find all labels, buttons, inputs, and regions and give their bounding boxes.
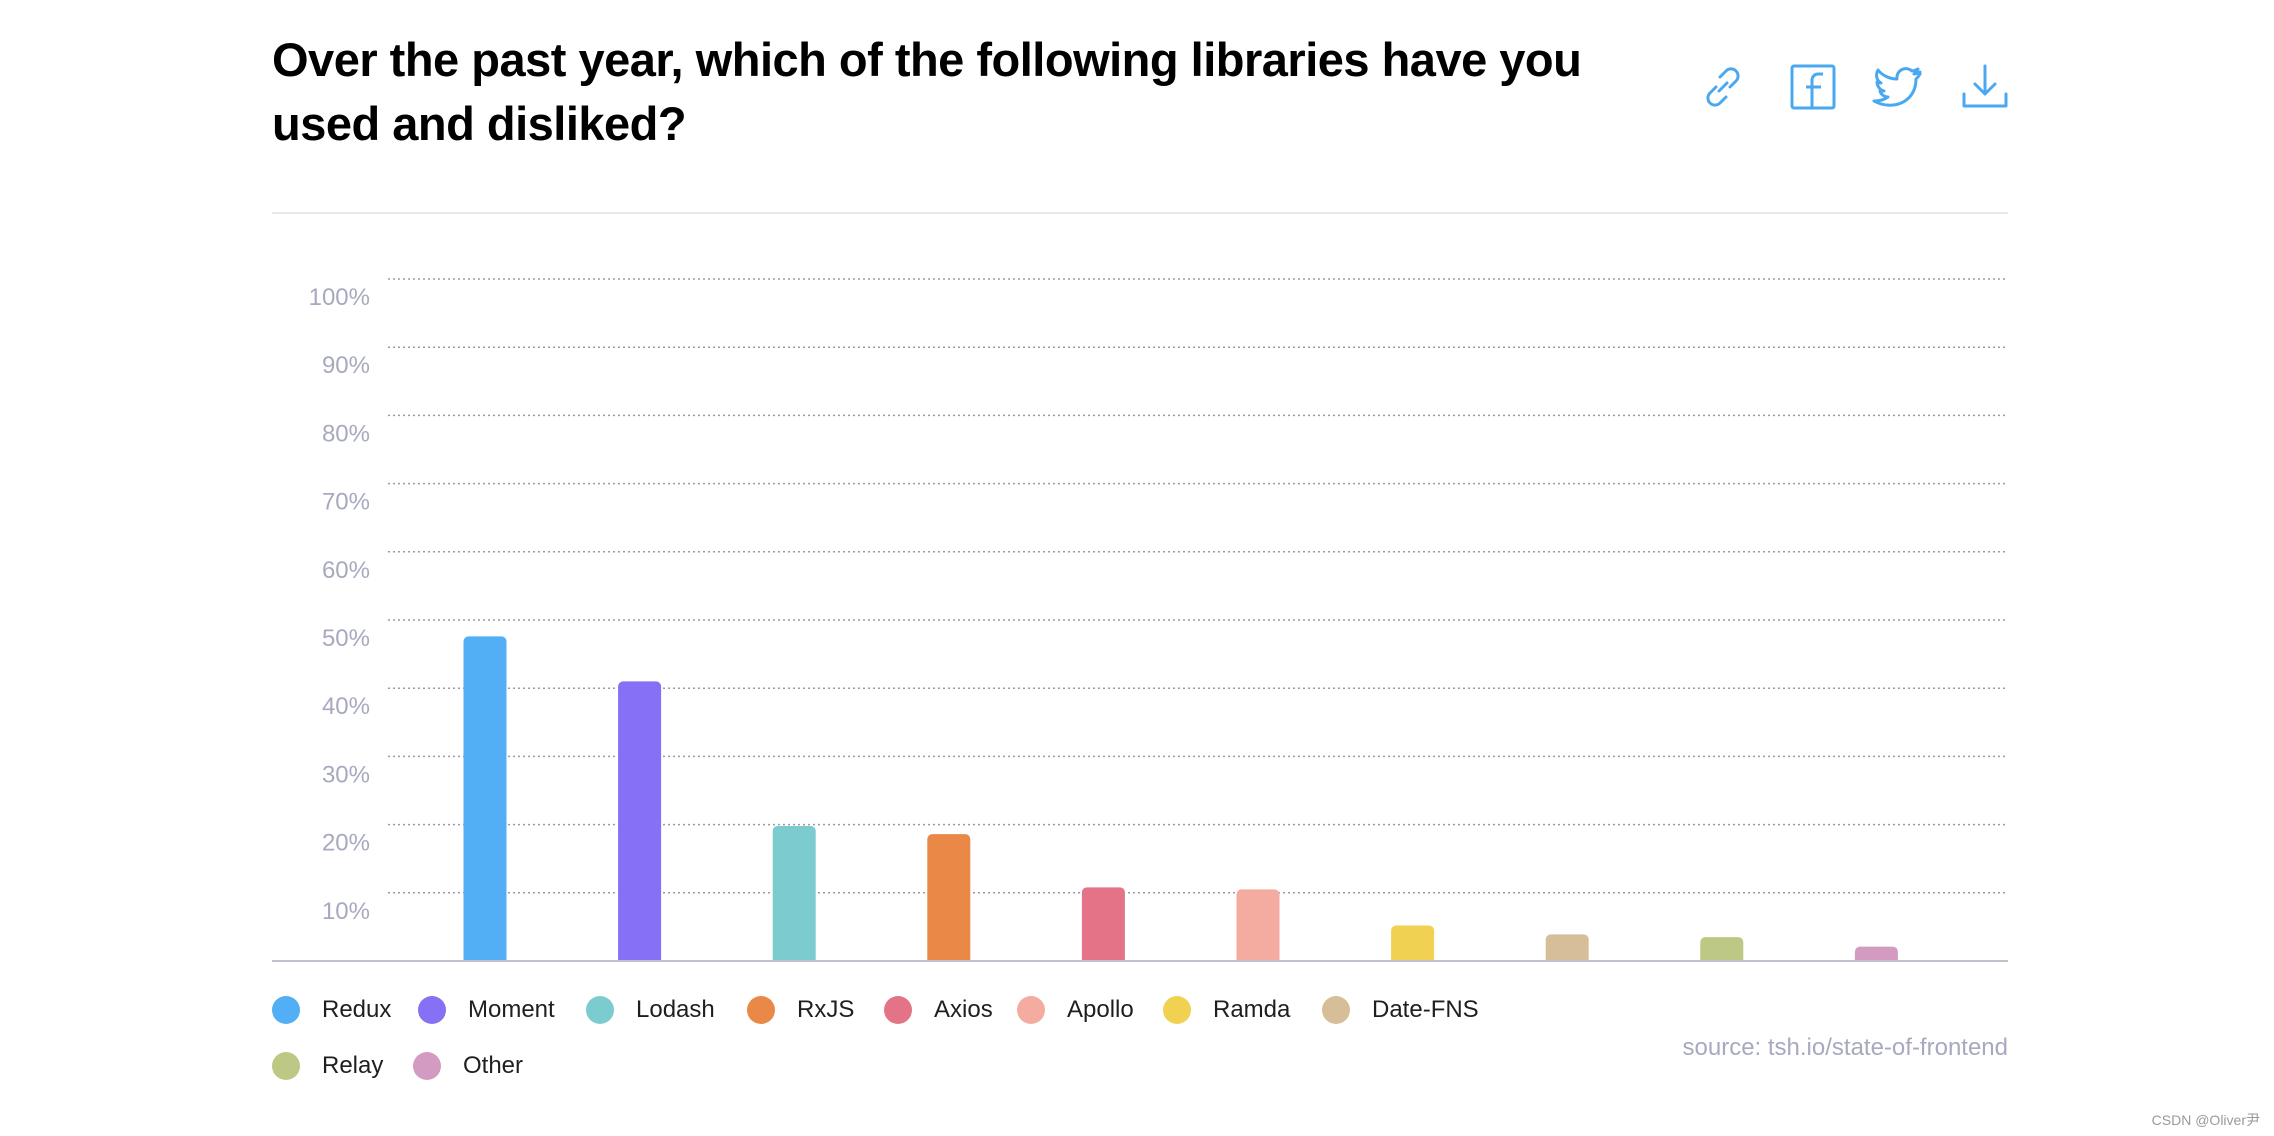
bar-chart: 10% 20% 30% 40% 50% 60% 70% 80% 90% 100% Redux: 47… <box>272 278 2012 991</box>
y-tick-label: 80% <box>322 420 370 447</box>
bar-apollo[interactable]: Apollo: 10.5% <box>1236 889 1280 966</box>
link-icon[interactable] <box>1696 60 1750 114</box>
bar-rxjs[interactable]: RxJS: 18.6% <box>927 834 971 966</box>
bar-moment[interactable]: Moment: 41% <box>618 681 662 966</box>
chart-legend: Redux Moment Lodash RxJS Axios Apollo Ramda Dat… <box>272 990 1572 1110</box>
legend-swatch <box>1322 996 1350 1024</box>
legend-label: Date-FNS <box>1372 996 1479 1023</box>
legend-item-apollo[interactable]: Apollo <box>1017 990 1134 1030</box>
y-tick-label: 30% <box>322 761 370 788</box>
axis-mask <box>272 961 2012 991</box>
legend-label: Apollo <box>1067 996 1134 1023</box>
twitter-icon[interactable] <box>1872 60 1926 114</box>
legend-swatch <box>418 996 446 1024</box>
legend-swatch <box>1017 996 1045 1024</box>
legend-label: Moment <box>468 996 555 1023</box>
y-tick-label: 100% <box>309 284 370 311</box>
y-tick-label: 40% <box>322 693 370 720</box>
watermark: CSDN @Oliver尹 <box>2151 1112 2260 1128</box>
legend-item-rxjs[interactable]: RxJS <box>747 990 854 1030</box>
legend-label: Lodash <box>636 996 715 1023</box>
y-tick-label: 10% <box>322 898 370 925</box>
legend-item-redux[interactable]: Redux <box>272 990 391 1030</box>
legend-swatch <box>272 1052 300 1080</box>
facebook-icon[interactable] <box>1786 60 1840 114</box>
legend-item-date-fns[interactable]: Date-FNS <box>1322 990 1479 1030</box>
legend-item-lodash[interactable]: Lodash <box>586 990 715 1030</box>
y-tick-label: 70% <box>322 489 370 516</box>
bar-lodash[interactable]: Lodash: 19.8% <box>772 825 816 966</box>
legend-swatch <box>1163 996 1191 1024</box>
bar-ramda[interactable]: Ramda: 5.2% <box>1391 925 1435 966</box>
download-icon[interactable] <box>1958 60 2012 114</box>
y-tick-label: 90% <box>322 352 370 379</box>
y-tick-label: 60% <box>322 557 370 584</box>
y-tick-label: 20% <box>322 830 370 857</box>
bar-relay[interactable]: Relay: 3.5% <box>1700 937 1744 966</box>
legend-item-moment[interactable]: Moment <box>418 990 555 1030</box>
legend-label: Relay <box>322 1052 384 1079</box>
legend-label: RxJS <box>797 996 855 1023</box>
legend-swatch <box>272 996 300 1024</box>
bar-date-fns[interactable]: Date-FNS: 3.9% <box>1545 934 1589 966</box>
bar-redux[interactable]: Redux: 47.6% <box>463 636 507 966</box>
legend-label: Other <box>463 1052 524 1079</box>
legend-swatch <box>884 996 912 1024</box>
source-link[interactable]: source: tsh.io/state-of-frontend <box>1682 1034 2009 1061</box>
legend-item-relay[interactable]: Relay <box>272 1046 383 1086</box>
bar-axios[interactable]: Axios: 10.8% <box>1081 887 1125 966</box>
legend-item-ramda[interactable]: Ramda <box>1163 990 1290 1030</box>
legend-swatch <box>586 996 614 1024</box>
legend-label: Axios <box>934 996 993 1023</box>
chart-title: Over the past year, which of the followi… <box>272 33 1582 150</box>
legend-label: Redux <box>322 996 392 1023</box>
y-tick-label: 50% <box>322 625 370 652</box>
legend-item-axios[interactable]: Axios <box>884 990 993 1030</box>
legend-label: Ramda <box>1213 996 1291 1023</box>
legend-item-other[interactable]: Other <box>413 1046 523 1086</box>
legend-swatch <box>747 996 775 1024</box>
legend-swatch <box>413 1052 441 1080</box>
header-divider <box>272 212 2008 214</box>
